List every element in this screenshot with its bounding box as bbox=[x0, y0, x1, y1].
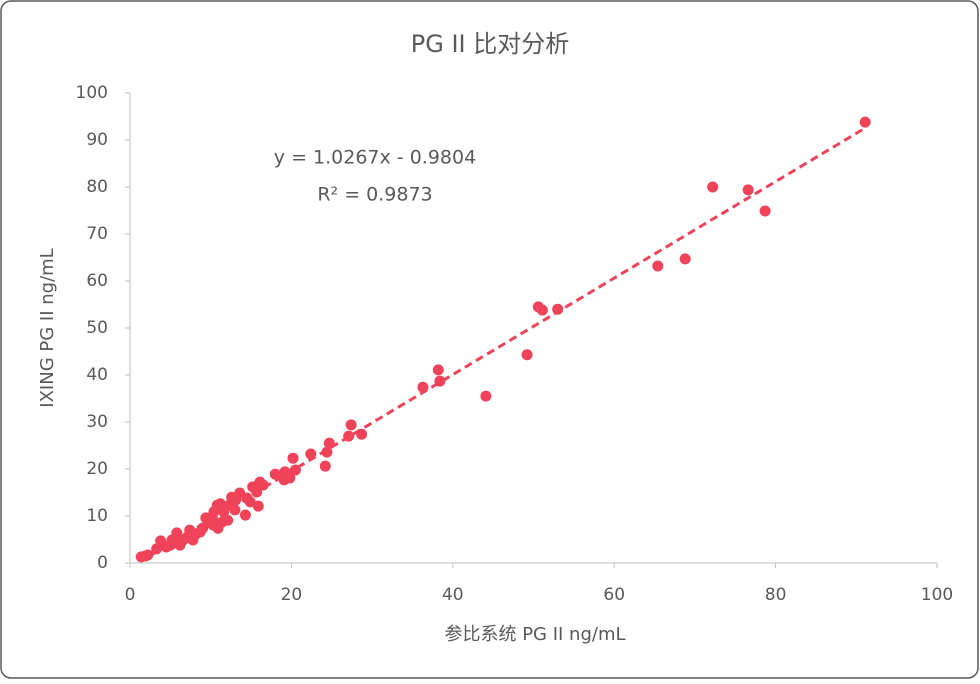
x-tick-label: 100 bbox=[921, 585, 953, 605]
point bbox=[319, 460, 331, 472]
y-tick-label: 40 bbox=[86, 365, 108, 385]
point bbox=[417, 381, 429, 393]
point bbox=[247, 481, 259, 493]
y-tick-label: 80 bbox=[86, 177, 108, 197]
y-tick-label: 90 bbox=[86, 130, 108, 150]
point bbox=[244, 496, 256, 508]
x-tick-label: 40 bbox=[442, 585, 464, 605]
x-tick-label: 60 bbox=[603, 585, 625, 605]
y-tick-label: 20 bbox=[86, 459, 108, 479]
x-tick-label: 0 bbox=[125, 585, 136, 605]
trend-equation: y = 1.0267x - 0.9804 bbox=[274, 147, 476, 169]
x-tick-label: 20 bbox=[281, 585, 303, 605]
point bbox=[432, 364, 444, 376]
trendline bbox=[140, 126, 866, 563]
point bbox=[239, 509, 251, 521]
y-tick-label: 100 bbox=[76, 83, 108, 103]
point bbox=[305, 448, 317, 460]
point bbox=[166, 534, 178, 546]
y-tick-label: 60 bbox=[86, 271, 108, 291]
y-tick-label: 10 bbox=[86, 506, 108, 526]
trend-r2: R² = 0.9873 bbox=[317, 184, 432, 206]
point bbox=[278, 474, 290, 486]
point bbox=[187, 534, 199, 546]
point bbox=[252, 500, 264, 512]
point bbox=[707, 181, 719, 193]
point bbox=[269, 468, 281, 480]
y-tick-label: 0 bbox=[97, 553, 108, 573]
point bbox=[652, 260, 664, 272]
point bbox=[321, 446, 333, 458]
point bbox=[343, 430, 355, 442]
point bbox=[521, 349, 533, 361]
point bbox=[859, 116, 871, 128]
y-axis-label: IXING PG II ng/mL bbox=[37, 248, 58, 407]
y-tick-label: 50 bbox=[86, 318, 108, 338]
point bbox=[287, 452, 299, 464]
point bbox=[345, 419, 357, 431]
point bbox=[742, 184, 754, 196]
point bbox=[289, 464, 301, 476]
point bbox=[139, 550, 151, 562]
point bbox=[229, 504, 241, 516]
y-tick-label: 30 bbox=[86, 412, 108, 432]
point bbox=[759, 205, 771, 217]
point bbox=[207, 519, 219, 531]
point bbox=[480, 390, 492, 402]
point bbox=[536, 304, 548, 316]
point bbox=[434, 375, 446, 387]
point bbox=[356, 428, 368, 440]
y-tick-label: 70 bbox=[86, 224, 108, 244]
point bbox=[200, 512, 212, 524]
point bbox=[552, 303, 564, 315]
point bbox=[174, 539, 186, 551]
x-axis-label: 参比系统 PG II ng/mL bbox=[444, 624, 625, 645]
point bbox=[216, 516, 228, 528]
point bbox=[679, 253, 691, 265]
point bbox=[323, 437, 335, 449]
chart-title: PG II 比对分析 bbox=[411, 30, 569, 58]
point bbox=[279, 466, 291, 478]
point bbox=[151, 543, 163, 555]
x-tick-label: 80 bbox=[765, 585, 787, 605]
